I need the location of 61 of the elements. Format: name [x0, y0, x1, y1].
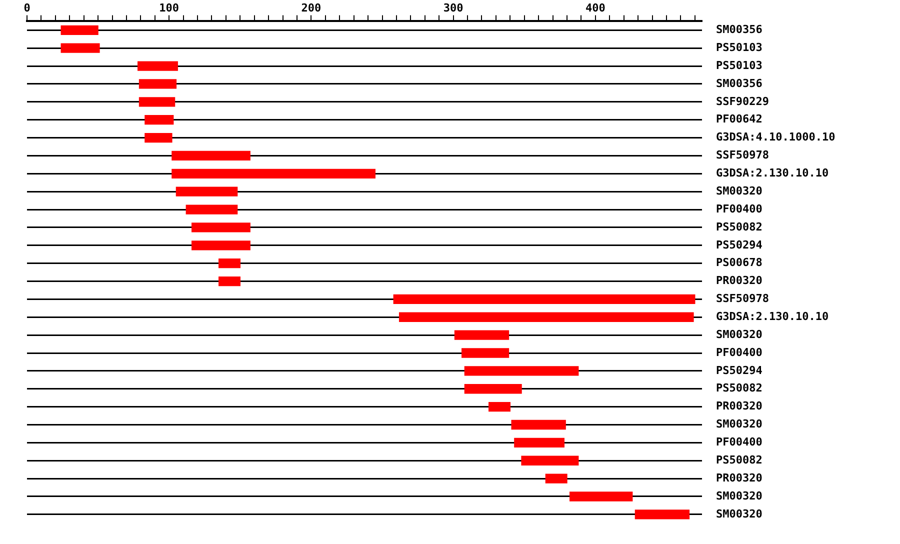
y-tick-label: PS50082 [716, 382, 762, 395]
bar [514, 438, 564, 448]
bar [138, 79, 177, 89]
y-tick-label: PS50103 [716, 58, 762, 72]
y-tick-label: PS50294 [716, 238, 763, 252]
y-tick-label: PF00400 [716, 346, 762, 359]
y-tick-label: G3DSA:2.130.10.10 [716, 310, 829, 323]
y-tick-label: SM00320 [716, 418, 762, 431]
y-tick-label: PS00678 [716, 256, 762, 270]
bar [454, 330, 510, 340]
y-tick-label: SM00356 [716, 23, 763, 36]
x-tick-label: 0 [24, 1, 30, 14]
y-tick-label: PR00320 [716, 400, 762, 413]
bar [144, 132, 172, 143]
y-tick-label: SM00320 [716, 489, 762, 502]
y-tick-label: SSF50978 [716, 292, 769, 306]
y-tick-label: G3DSA:2.130.10.10 [716, 166, 829, 180]
bar [218, 258, 240, 268]
y-tick-label: PF00642 [716, 112, 762, 126]
bar [192, 222, 250, 232]
y-tick-label: PF00400 [716, 436, 762, 449]
y-tick-label: SSF50978 [716, 148, 769, 162]
bar [393, 294, 696, 304]
bar [398, 312, 694, 322]
bar [138, 61, 178, 71]
x-tick-label: 200 [301, 1, 322, 14]
bar [192, 240, 250, 250]
bar [464, 384, 522, 394]
bar [521, 456, 579, 466]
y-tick-label: SM00356 [716, 76, 763, 90]
bar [634, 510, 690, 520]
bar [172, 168, 376, 178]
y-tick-label: PF00400 [716, 202, 762, 216]
y-tick-label: SSF90229 [716, 94, 769, 108]
bar [60, 25, 98, 35]
bar [511, 420, 566, 430]
y-tick-label: PS50294 [716, 364, 763, 377]
y-tick-label: PS50082 [716, 220, 762, 234]
bar [570, 492, 633, 502]
x-tick-label: 400 [585, 1, 606, 14]
bar [138, 97, 176, 107]
x-tick-label: 100 [159, 1, 180, 14]
bar [144, 115, 174, 125]
y-tick-label: PS50082 [716, 453, 762, 466]
bar [462, 348, 510, 358]
y-tick-label: PS50103 [716, 40, 762, 54]
y-tick-label: PR00320 [716, 471, 762, 484]
y-tick-label: PR00320 [716, 274, 762, 288]
bar [464, 366, 579, 376]
bar [172, 150, 250, 161]
x-tick-label: 300 [443, 1, 464, 14]
bar [218, 276, 240, 286]
bar [186, 204, 238, 214]
bar [488, 402, 510, 412]
y-tick-label: SM00320 [716, 184, 762, 198]
bar [176, 186, 238, 196]
bar [60, 43, 100, 53]
y-tick-label: SM00320 [716, 507, 762, 520]
y-tick-label: G3DSA:4.10.1000.10 [716, 130, 836, 144]
y-tick-label: SM00320 [716, 328, 762, 341]
bar [545, 474, 568, 484]
